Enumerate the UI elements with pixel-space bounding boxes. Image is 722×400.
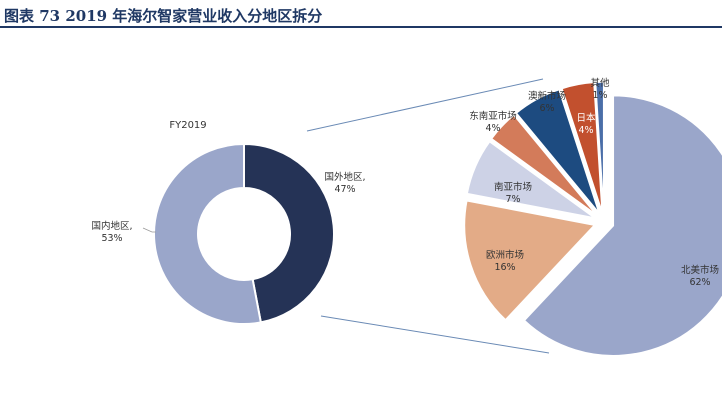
overseas-breakdown-pie xyxy=(463,81,722,357)
pie-slice-anz xyxy=(515,88,600,214)
pie-label-europe: 欧洲市场 16% xyxy=(486,249,524,273)
pie-slice-south-asia xyxy=(466,140,596,219)
pie-label-anz: 澳新市场 6% xyxy=(528,90,566,114)
pie-slice-europe xyxy=(463,199,596,321)
donut-slice-domestic xyxy=(153,142,263,325)
pie-slice-other xyxy=(594,81,605,213)
donut-slice-overseas xyxy=(243,142,335,324)
overseas-breakdown-labels: 北美市场 62% 欧洲市场 16% 南亚市场 7% 东南亚市场 4% 澳新市场 6% 日本 4% 其他 1… xyxy=(469,77,719,288)
donut-leader-line xyxy=(142,227,156,233)
pie-label-north-america: 北美市场 62% xyxy=(681,264,719,288)
pie-slice-japan xyxy=(561,81,603,213)
connector-line-top xyxy=(306,78,544,132)
connector-line-bottom xyxy=(320,315,550,354)
donut-labels: 国外地区, 47% 国内地区, 53% xyxy=(91,171,365,244)
pie-label-japan: 日本 4% xyxy=(576,112,596,136)
pie-slice-north-america xyxy=(523,94,722,357)
pie-label-southeast-asia: 东南亚市场 4% xyxy=(469,110,517,134)
donut-title: FY2019 xyxy=(169,120,206,131)
figure-title: 图表 73 2019 年海尔智家营业收入分地区拆分 xyxy=(0,0,722,28)
donut-chart xyxy=(153,142,335,325)
pie-label-other: 其他 1% xyxy=(590,77,610,101)
pie-label-south-asia: 南亚市场 7% xyxy=(494,181,532,205)
donut-label-domestic: 国内地区, 53% xyxy=(91,220,132,244)
pie-slice-southeast-asia xyxy=(490,113,598,216)
donut-label-overseas: 国外地区, 47% xyxy=(324,171,365,195)
